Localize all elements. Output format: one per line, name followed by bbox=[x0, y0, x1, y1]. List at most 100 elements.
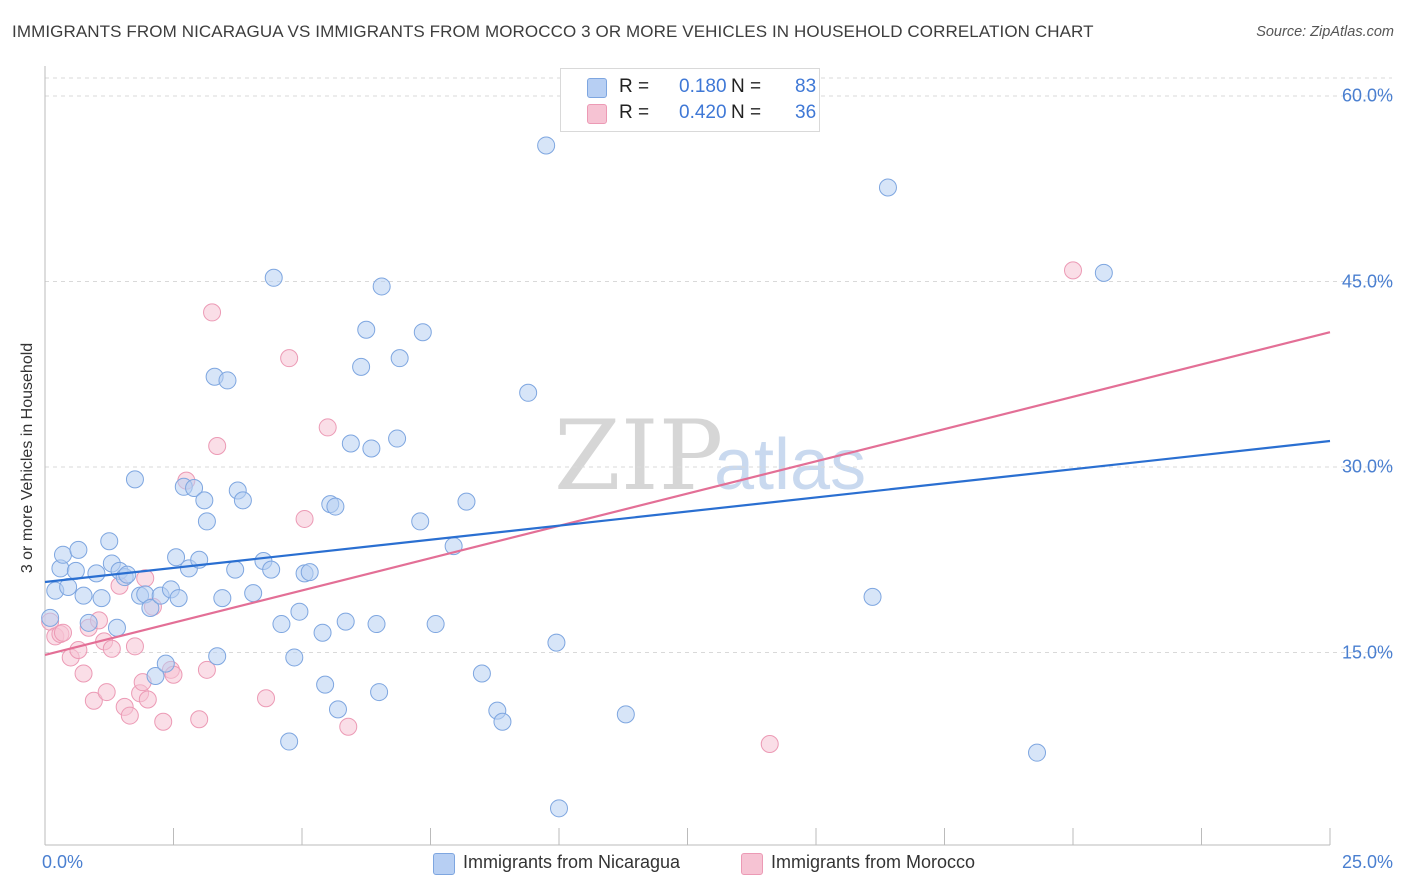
gridlines bbox=[45, 77, 1392, 653]
nicaragua-point bbox=[290, 602, 309, 621]
legend-r-value: 0.420 bbox=[679, 102, 727, 123]
nicaragua-point bbox=[218, 371, 237, 390]
nicaragua-point bbox=[313, 623, 332, 642]
nicaragua-point bbox=[493, 712, 512, 731]
nicaragua-point bbox=[537, 136, 556, 155]
morocco-point bbox=[138, 690, 157, 709]
morocco-point bbox=[203, 303, 222, 322]
trend-lines bbox=[44, 331, 1331, 657]
nicaragua-point bbox=[169, 589, 188, 608]
morocco-points bbox=[41, 261, 1082, 754]
nicaragua-point bbox=[411, 512, 430, 531]
nicaragua-point bbox=[367, 615, 386, 634]
morocco-point bbox=[74, 664, 93, 683]
morocco-point bbox=[257, 689, 276, 708]
nicaragua-point bbox=[357, 320, 376, 339]
y-tick-label: 30.0% bbox=[1341, 456, 1393, 477]
bottom-legend-swatch-pink bbox=[741, 853, 763, 875]
nicaragua-point bbox=[41, 608, 60, 627]
morocco-point bbox=[120, 706, 139, 725]
nicaragua-point bbox=[1094, 263, 1113, 282]
nicaragua-point bbox=[280, 732, 299, 751]
nicaragua-point bbox=[328, 700, 347, 719]
nicaragua-point bbox=[185, 479, 204, 498]
nicaragua-point bbox=[550, 799, 568, 818]
bottom-legend-swatch-blue bbox=[433, 853, 455, 875]
legend-swatch-blue bbox=[587, 78, 607, 98]
nicaragua-point bbox=[326, 497, 345, 516]
source-label: Source: ZipAtlas.com bbox=[1256, 24, 1394, 40]
nicaragua-point bbox=[107, 618, 126, 637]
legend-n-label: N = bbox=[731, 76, 762, 97]
nicaragua-point bbox=[336, 612, 355, 631]
morocco-point bbox=[1064, 261, 1082, 280]
nicaragua-point bbox=[300, 563, 319, 582]
nicaragua-point bbox=[863, 587, 882, 606]
nicaragua-point bbox=[457, 492, 476, 511]
legend-n-value: 83 bbox=[795, 76, 817, 97]
nicaragua-point bbox=[390, 349, 409, 368]
nicaragua-point bbox=[87, 564, 106, 583]
chart-title: IMMIGRANTS FROM NICARAGUA VS IMMIGRANTS … bbox=[12, 22, 1094, 41]
nicaragua-point bbox=[341, 434, 360, 453]
nicaragua-point bbox=[53, 545, 72, 564]
x-tick-label-max: 25.0% bbox=[1341, 852, 1393, 872]
nicaragua-trend-line bbox=[44, 439, 1331, 584]
nicaragua-point bbox=[69, 540, 88, 559]
y-tick-label: 45.0% bbox=[1341, 271, 1393, 291]
nicaragua-point bbox=[352, 357, 371, 376]
bottom-legend-label: Immigrants from Morocco bbox=[771, 852, 976, 872]
y-axis-label: 3 or more Vehicles in Household bbox=[19, 342, 36, 574]
morocco-point bbox=[295, 509, 314, 528]
nicaragua-point bbox=[388, 429, 407, 448]
nicaragua-point bbox=[244, 584, 263, 603]
nicaragua-point bbox=[233, 491, 252, 510]
nicaragua-point bbox=[146, 666, 165, 685]
nicaragua-point bbox=[74, 586, 93, 605]
nicaragua-point bbox=[370, 683, 389, 702]
morocco-point bbox=[197, 660, 216, 679]
morocco-point bbox=[190, 710, 209, 729]
watermark-atlas: atlas bbox=[714, 425, 867, 505]
nicaragua-point bbox=[316, 675, 335, 694]
nicaragua-point bbox=[197, 512, 216, 531]
nicaragua-point bbox=[616, 705, 635, 724]
nicaragua-point bbox=[92, 589, 111, 608]
morocco-point bbox=[208, 436, 227, 455]
morocco-point bbox=[97, 683, 116, 702]
legend-n-value: 36 bbox=[795, 102, 817, 123]
morocco-point bbox=[84, 691, 103, 710]
bottom-legend-label: Immigrants from Nicaragua bbox=[463, 852, 681, 872]
nicaragua-points bbox=[41, 136, 1113, 818]
nicaragua-point bbox=[1028, 743, 1047, 762]
watermark-zip: ZIP bbox=[554, 400, 724, 512]
morocco-point bbox=[125, 637, 144, 656]
nicaragua-point bbox=[213, 589, 232, 608]
legend-r-value: 0.180 bbox=[679, 76, 727, 97]
morocco-point bbox=[760, 735, 779, 754]
x-tick-label-min: 0.0% bbox=[42, 852, 84, 872]
nicaragua-point bbox=[426, 615, 445, 634]
nicaragua-point bbox=[141, 598, 160, 617]
nicaragua-point bbox=[547, 633, 566, 652]
nicaragua-point bbox=[264, 268, 283, 287]
morocco-point bbox=[102, 639, 121, 658]
nicaragua-point bbox=[100, 532, 119, 551]
y-tick-label: 60.0% bbox=[1341, 85, 1393, 106]
nicaragua-point bbox=[272, 615, 291, 634]
nicaragua-point bbox=[125, 470, 144, 489]
legend-swatch-pink bbox=[587, 104, 607, 124]
morocco-point bbox=[280, 349, 299, 368]
nicaragua-point bbox=[372, 277, 391, 296]
nicaragua-point bbox=[878, 178, 897, 197]
morocco-point bbox=[53, 623, 72, 642]
morocco-trend-line bbox=[44, 331, 1331, 657]
morocco-point bbox=[154, 712, 173, 731]
nicaragua-point bbox=[226, 560, 245, 579]
legend-r-label: R = bbox=[619, 102, 650, 123]
nicaragua-point bbox=[262, 560, 281, 579]
legend-r-label: R = bbox=[619, 76, 650, 97]
legend-n-label: N = bbox=[731, 102, 762, 123]
nicaragua-point bbox=[208, 647, 227, 666]
